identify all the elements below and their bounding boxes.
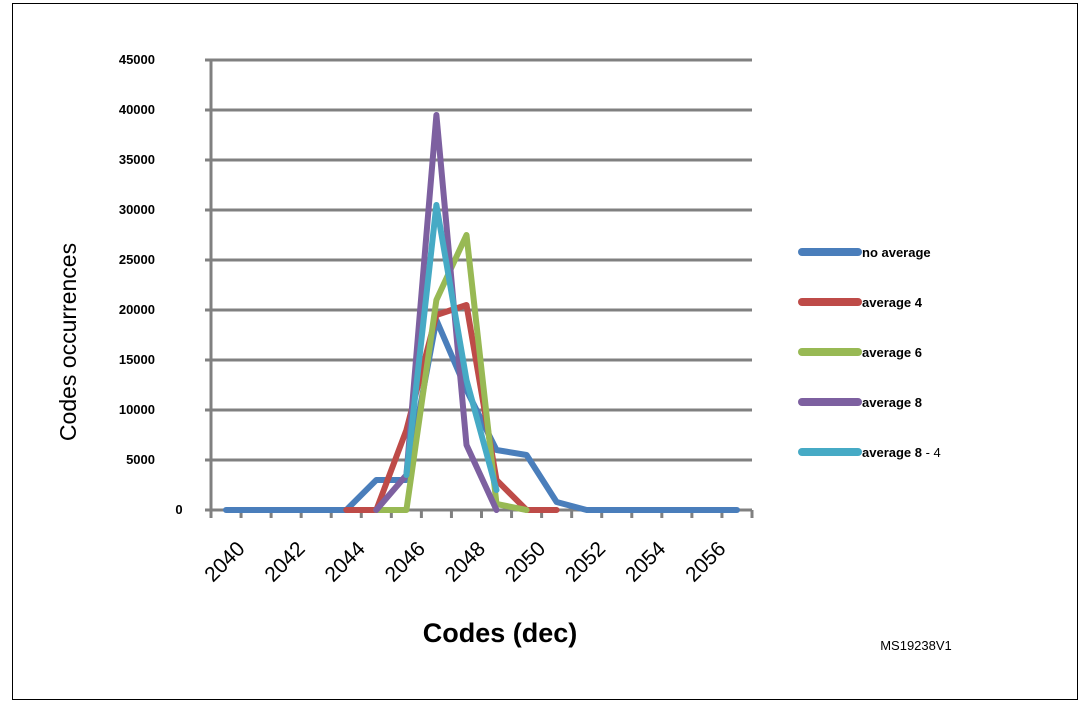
y-tick-labels: 0 5000 10000 15000 20000 25000 30000 35000 40000…: [119, 52, 183, 517]
y-tick-label: 40000: [119, 102, 155, 117]
x-tick-label: 2054: [621, 537, 671, 587]
x-tick-label: 2042: [260, 537, 309, 586]
legend-label: average 6: [862, 345, 922, 360]
legend-series-suffix: - 4: [922, 445, 941, 460]
x-tick-label: 2044: [320, 537, 370, 587]
x-tick-label: 2056: [681, 537, 730, 586]
y-tick-label: 0: [175, 502, 182, 517]
y-tick-label: 25000: [119, 252, 155, 267]
figure-id: MS19238V1: [880, 638, 952, 653]
x-tick-label: 2040: [200, 537, 249, 586]
series-lines: [223, 112, 740, 513]
legend-series-name: average 8: [862, 445, 922, 460]
y-tick-label: 15000: [119, 352, 155, 367]
y-tick-label: 35000: [119, 152, 155, 167]
legend-label: no average: [862, 245, 931, 260]
legend-series-name: average 8: [862, 395, 922, 410]
legend-label: average 8 - 4: [862, 445, 941, 460]
legend-series-name: no average: [862, 245, 931, 260]
axes: [205, 58, 754, 518]
grid-lines: [211, 58, 752, 462]
y-tick-label: 30000: [119, 202, 155, 217]
series-line-0: [223, 317, 740, 513]
y-tick-label: 10000: [119, 402, 155, 417]
legend-series-name: average 6: [862, 345, 922, 360]
legend-label: average 8: [862, 395, 922, 410]
x-tick-label: 2048: [441, 537, 490, 586]
y-tick-label: 45000: [119, 52, 155, 67]
y-axis-label: Codes occurrences: [55, 243, 81, 441]
x-axis-label: Codes (dec): [423, 618, 578, 648]
series-line-4: [403, 202, 500, 493]
series-line-3: [373, 112, 500, 513]
y-tick-label: 20000: [119, 302, 155, 317]
x-tick-label: 2050: [501, 537, 550, 586]
legend-series-name: average 4: [862, 295, 923, 310]
legend-label: average 4: [862, 295, 923, 310]
y-tick-label: 5000: [126, 452, 155, 467]
x-tick-labels: 2040 2042 2044 2046 2048 2050 2052 2054 2056: [200, 537, 730, 587]
x-tick-label: 2052: [561, 537, 610, 586]
figure-frame: [12, 3, 1078, 700]
x-tick-label: 2046: [381, 537, 430, 586]
